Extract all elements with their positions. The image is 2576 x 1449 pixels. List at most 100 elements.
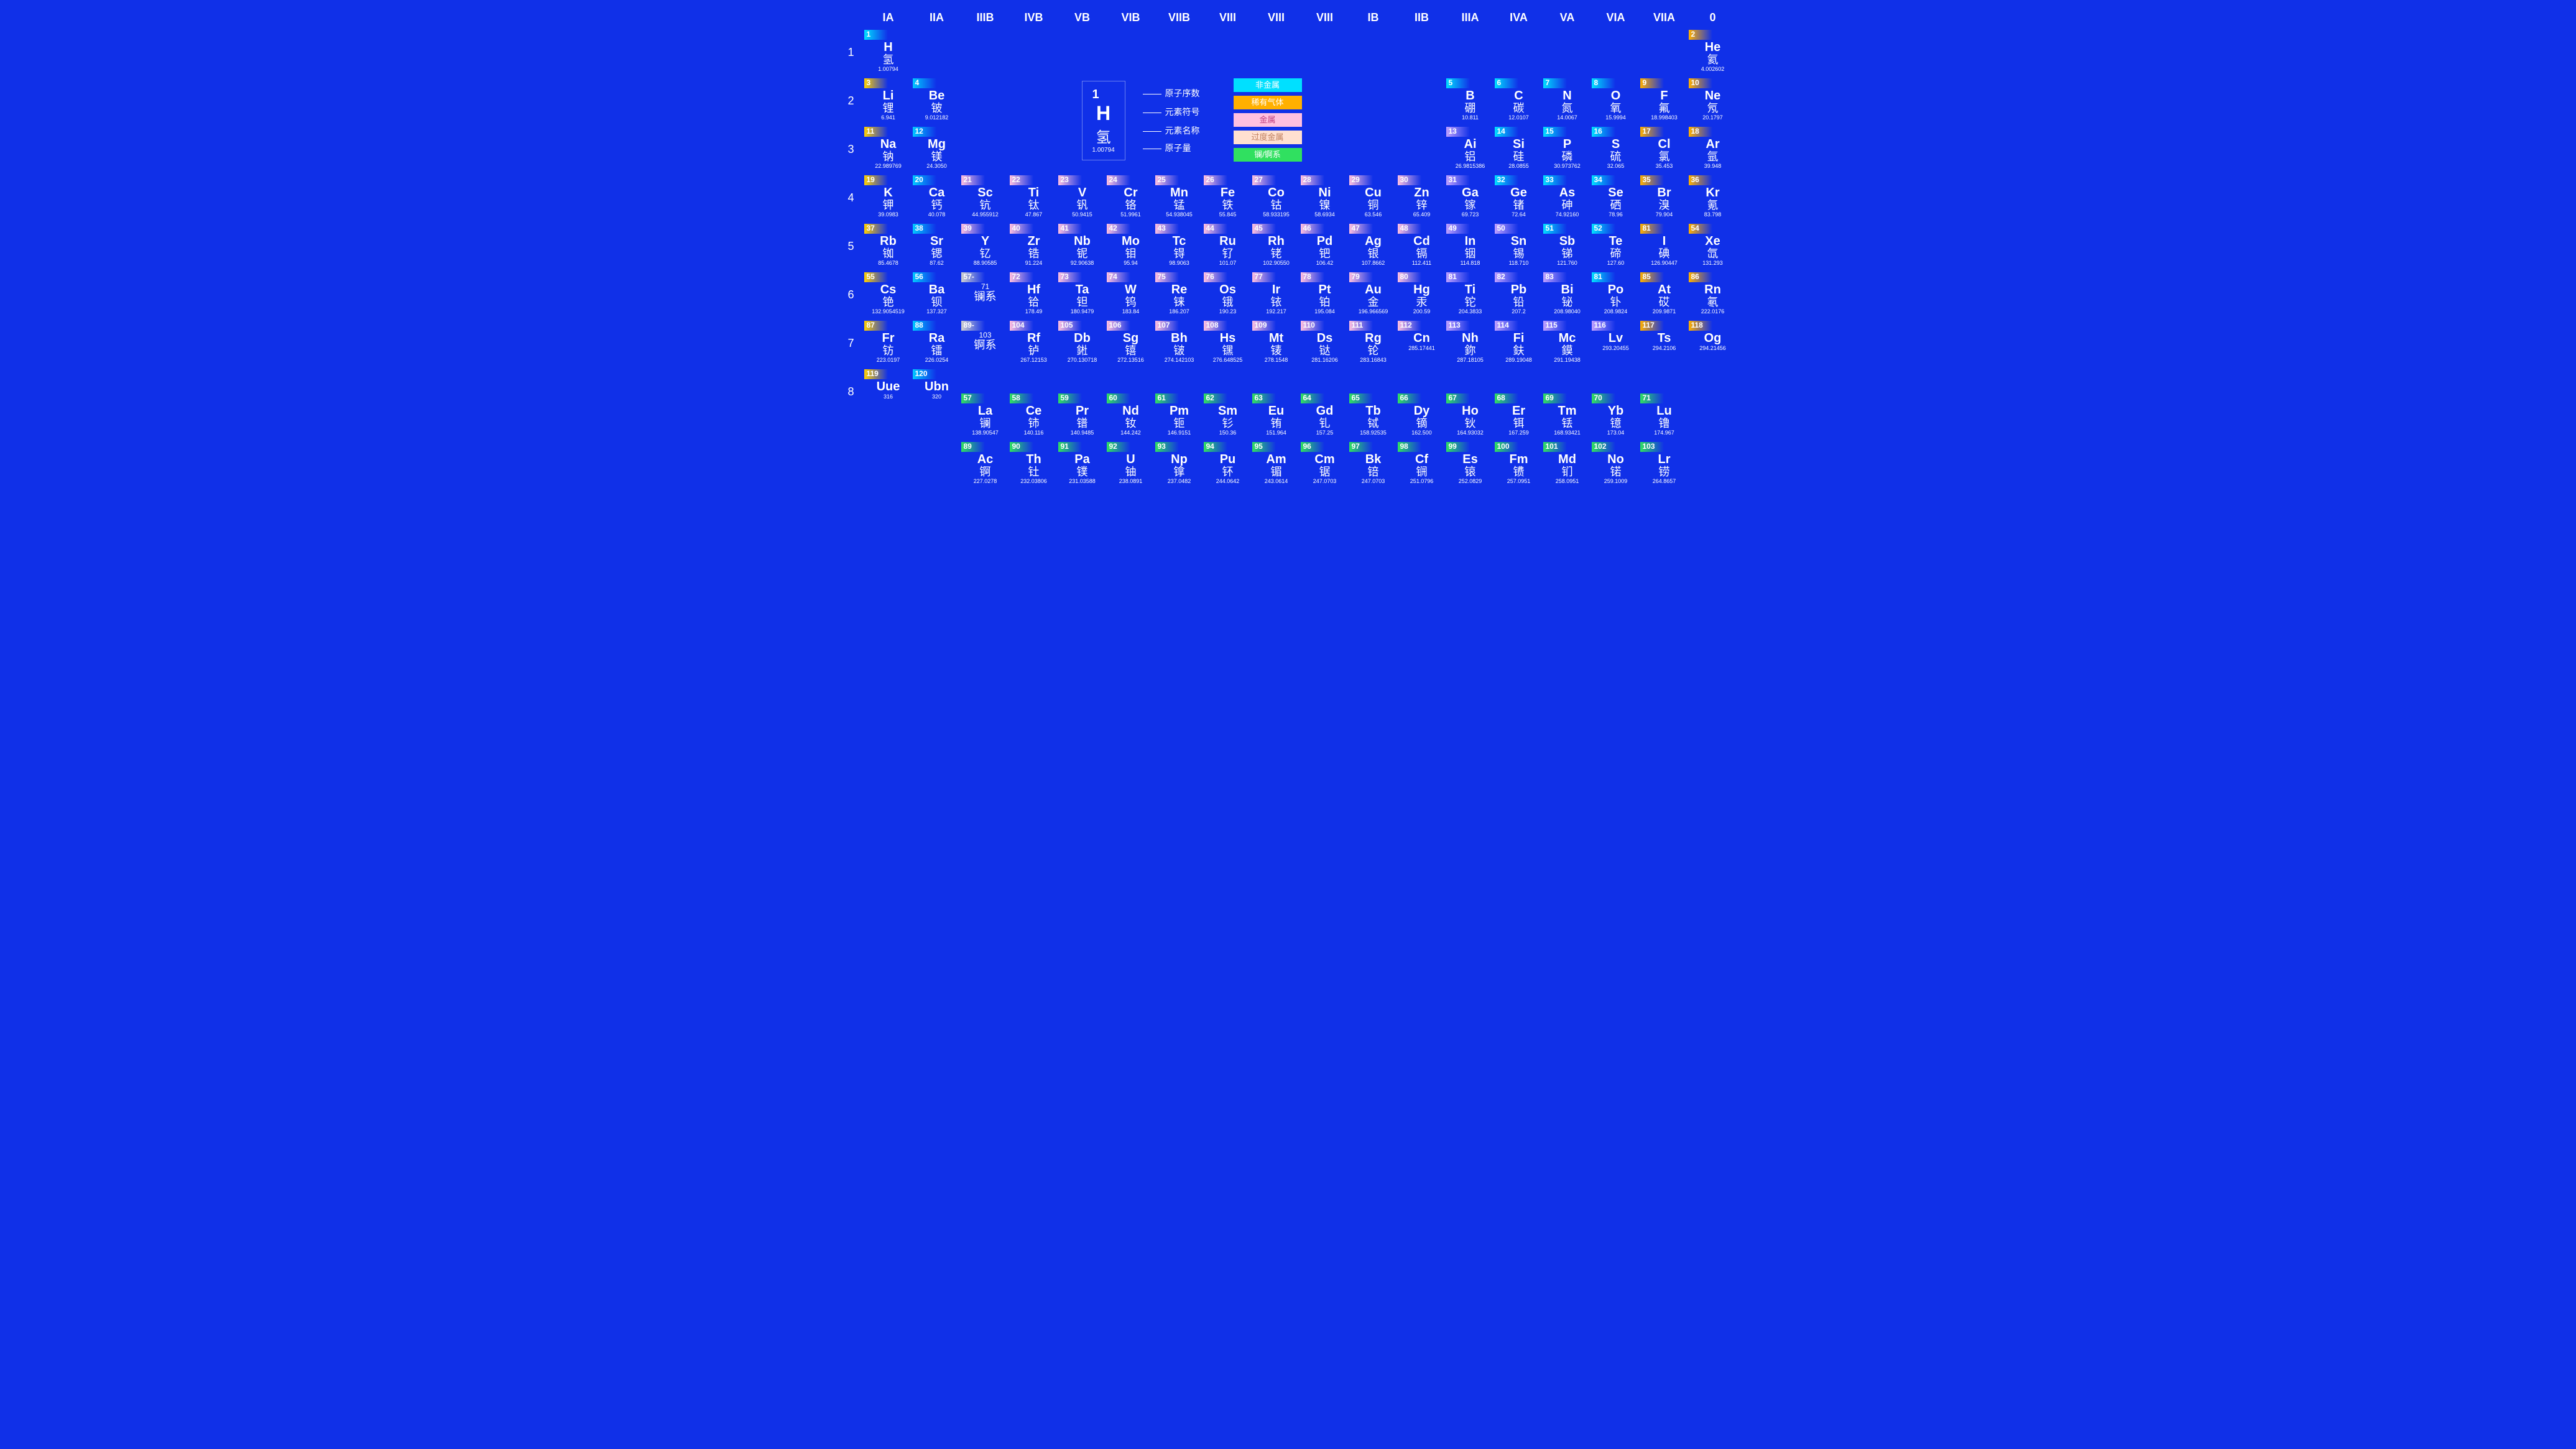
element-cell[interactable]: 81Po钋208.9824	[1592, 272, 1640, 315]
element-cell[interactable]: 21Sc钪44.955912	[961, 175, 1010, 218]
element-cell[interactable]: 71Lu镥174.967	[1640, 393, 1689, 436]
element-cell[interactable]: 98Cf锎251.0796	[1398, 442, 1446, 485]
element-cell[interactable]: 13Ai铝26.9815386	[1446, 127, 1495, 170]
element-cell[interactable]: 27Co钴58.933195	[1252, 175, 1301, 218]
element-cell[interactable]: 47Ag银107.8662	[1349, 224, 1398, 267]
element-cell[interactable]: 62Sm钐150.36	[1204, 393, 1252, 436]
element-cell[interactable]: 74W钨183.84	[1107, 272, 1155, 315]
element-cell[interactable]: 107Bh𬭛274.142103	[1155, 321, 1204, 364]
element-cell[interactable]: 77Ir铱192.217	[1252, 272, 1301, 315]
element-cell[interactable]: 57La镧138.90547	[961, 393, 1010, 436]
element-cell[interactable]: 10Ne氖20.1797	[1689, 78, 1737, 121]
element-cell[interactable]: 1H氢1.00794	[864, 30, 913, 73]
element-cell[interactable]: 105Db𨧀270.130718	[1058, 321, 1107, 364]
element-cell[interactable]: 100Fm镄257.0951	[1495, 442, 1543, 485]
element-cell[interactable]: 91Pa镤231.03588	[1058, 442, 1107, 485]
element-cell[interactable]: 60Nd钕144.242	[1107, 393, 1155, 436]
element-cell[interactable]: 6C碳12.0107	[1495, 78, 1543, 121]
element-cell[interactable]: 106Sg𬭳272.13516	[1107, 321, 1155, 364]
element-cell[interactable]: 81I碘126.90447	[1640, 224, 1689, 267]
element-cell[interactable]: 36Kr氪83.798	[1689, 175, 1737, 218]
element-cell[interactable]: 8O氧15.9994	[1592, 78, 1640, 121]
element-cell[interactable]: 52Te碲127.60	[1592, 224, 1640, 267]
element-cell[interactable]: 32Ge锗72.64	[1495, 175, 1543, 218]
element-cell[interactable]: 87Fr钫223.0197	[864, 321, 913, 364]
element-cell[interactable]: 110Ds𫟼281.16206	[1301, 321, 1349, 364]
element-cell[interactable]: 58Ce铈140.116	[1010, 393, 1058, 436]
element-cell[interactable]: 46Pd钯106.42	[1301, 224, 1349, 267]
element-cell[interactable]: 25Mn锰54.938045	[1155, 175, 1204, 218]
element-cell[interactable]: 67Ho钬164.93032	[1446, 393, 1495, 436]
element-cell[interactable]: 26Fe铁55.845	[1204, 175, 1252, 218]
element-cell[interactable]: 64Gd钆157.25	[1301, 393, 1349, 436]
element-cell[interactable]: 38Sr锶87.62	[913, 224, 961, 267]
element-cell[interactable]: 101Md钔258.0951	[1543, 442, 1592, 485]
element-cell[interactable]: 9F氟18.998403	[1640, 78, 1689, 121]
element-cell[interactable]: 97Bk锫247.0703	[1349, 442, 1398, 485]
element-cell[interactable]: 39Y钇88.90585	[961, 224, 1010, 267]
element-cell[interactable]: 19K钾39.0983	[864, 175, 913, 218]
element-cell[interactable]: 42Mo钼95.94	[1107, 224, 1155, 267]
element-cell[interactable]: 113Nh鉨287.18105	[1446, 321, 1495, 364]
element-cell[interactable]: 15P磷30.973762	[1543, 127, 1592, 170]
element-cell[interactable]: 96Cm锯247.0703	[1301, 442, 1349, 485]
element-cell[interactable]: 4Be铍9.012182	[913, 78, 961, 121]
element-cell[interactable]: 41Nb铌92.90638	[1058, 224, 1107, 267]
element-cell[interactable]: 75Re铼186.207	[1155, 272, 1204, 315]
element-cell[interactable]: 88Ra镭226.0254	[913, 321, 961, 364]
element-cell[interactable]: 69Tm铥168.93421	[1543, 393, 1592, 436]
element-cell[interactable]: 82Pb铅207.2	[1495, 272, 1543, 315]
element-cell[interactable]: 120Ubn320	[913, 369, 961, 400]
element-cell[interactable]: 24Cr铬51.9961	[1107, 175, 1155, 218]
element-cell[interactable]: 80Hg汞200.59	[1398, 272, 1446, 315]
element-cell[interactable]: 34Se硒78.96	[1592, 175, 1640, 218]
element-cell[interactable]: 103Lr铹264.8657	[1640, 442, 1689, 485]
element-cell[interactable]: 51Sb锑121.760	[1543, 224, 1592, 267]
element-cell[interactable]: 89Ac锕227.0278	[961, 442, 1010, 485]
element-cell[interactable]: 33As砷74.92160	[1543, 175, 1592, 218]
element-cell[interactable]: 118Og294.21456	[1689, 321, 1737, 352]
element-cell[interactable]: 5B硼10.811	[1446, 78, 1495, 121]
element-cell[interactable]: 81Ti铊204.3833	[1446, 272, 1495, 315]
element-cell[interactable]: 63Eu铕151.964	[1252, 393, 1301, 436]
element-cell[interactable]: 65Tb铽158.92535	[1349, 393, 1398, 436]
element-cell[interactable]: 30Zn锌65.409	[1398, 175, 1446, 218]
element-cell[interactable]: 18Ar氩39.948	[1689, 127, 1737, 170]
element-cell[interactable]: 3Li锂6.941	[864, 78, 913, 121]
element-cell[interactable]: 17Cl氯35.453	[1640, 127, 1689, 170]
element-cell[interactable]: 20Ca钙40.078	[913, 175, 961, 218]
element-cell[interactable]: 95Am镅243.0614	[1252, 442, 1301, 485]
element-cell[interactable]: 16S硫32.065	[1592, 127, 1640, 170]
element-cell[interactable]: 59Pr镨140.9485	[1058, 393, 1107, 436]
element-cell[interactable]: 11Na钠22.989769	[864, 127, 913, 170]
element-cell[interactable]: 115Mc鏌291.19438	[1543, 321, 1592, 364]
element-cell[interactable]: 117Ts294.2106	[1640, 321, 1689, 352]
element-cell[interactable]: 43Tc锝98.9063	[1155, 224, 1204, 267]
element-cell[interactable]: 29Cu铜63.546	[1349, 175, 1398, 218]
element-cell[interactable]: 48Cd镉112.411	[1398, 224, 1446, 267]
element-cell[interactable]: 12Mg镁24.3050	[913, 127, 961, 170]
element-cell[interactable]: 93Np镎237.0482	[1155, 442, 1204, 485]
element-cell[interactable]: 28Ni镍58.6934	[1301, 175, 1349, 218]
element-cell[interactable]: 55Cs铯132.9054519	[864, 272, 913, 315]
element-cell[interactable]: 76Os锇190.23	[1204, 272, 1252, 315]
element-cell[interactable]: 112Cn285.17441	[1398, 321, 1446, 352]
element-cell[interactable]: 40Zr锆91.224	[1010, 224, 1058, 267]
element-cell[interactable]: 108Hs𬭶276.648525	[1204, 321, 1252, 364]
element-cell[interactable]: 119Uue316	[864, 369, 913, 400]
element-cell[interactable]: 85At砹209.9871	[1640, 272, 1689, 315]
element-cell[interactable]: 2He氦4.002602	[1689, 30, 1737, 73]
element-cell[interactable]: 50Sn锡118.710	[1495, 224, 1543, 267]
element-cell[interactable]: 111Rg𬬭283.16843	[1349, 321, 1398, 364]
element-cell[interactable]: 56Ba钡137.327	[913, 272, 961, 315]
element-cell[interactable]: 45Rh铑102.90550	[1252, 224, 1301, 267]
element-cell[interactable]: 104Rf𬬻267.12153	[1010, 321, 1058, 364]
element-cell[interactable]: 109Mt鿏278.1548	[1252, 321, 1301, 364]
element-cell[interactable]: 90Th钍232.03806	[1010, 442, 1058, 485]
element-cell[interactable]: 116Lv293.20455	[1592, 321, 1640, 352]
element-cell[interactable]: 102No锘259.1009	[1592, 442, 1640, 485]
element-cell[interactable]: 35Br溴79.904	[1640, 175, 1689, 218]
element-cell[interactable]: 114Fi鈇289.19048	[1495, 321, 1543, 364]
element-cell[interactable]: 23V钒50.9415	[1058, 175, 1107, 218]
element-cell[interactable]: 73Ta钽180.9479	[1058, 272, 1107, 315]
